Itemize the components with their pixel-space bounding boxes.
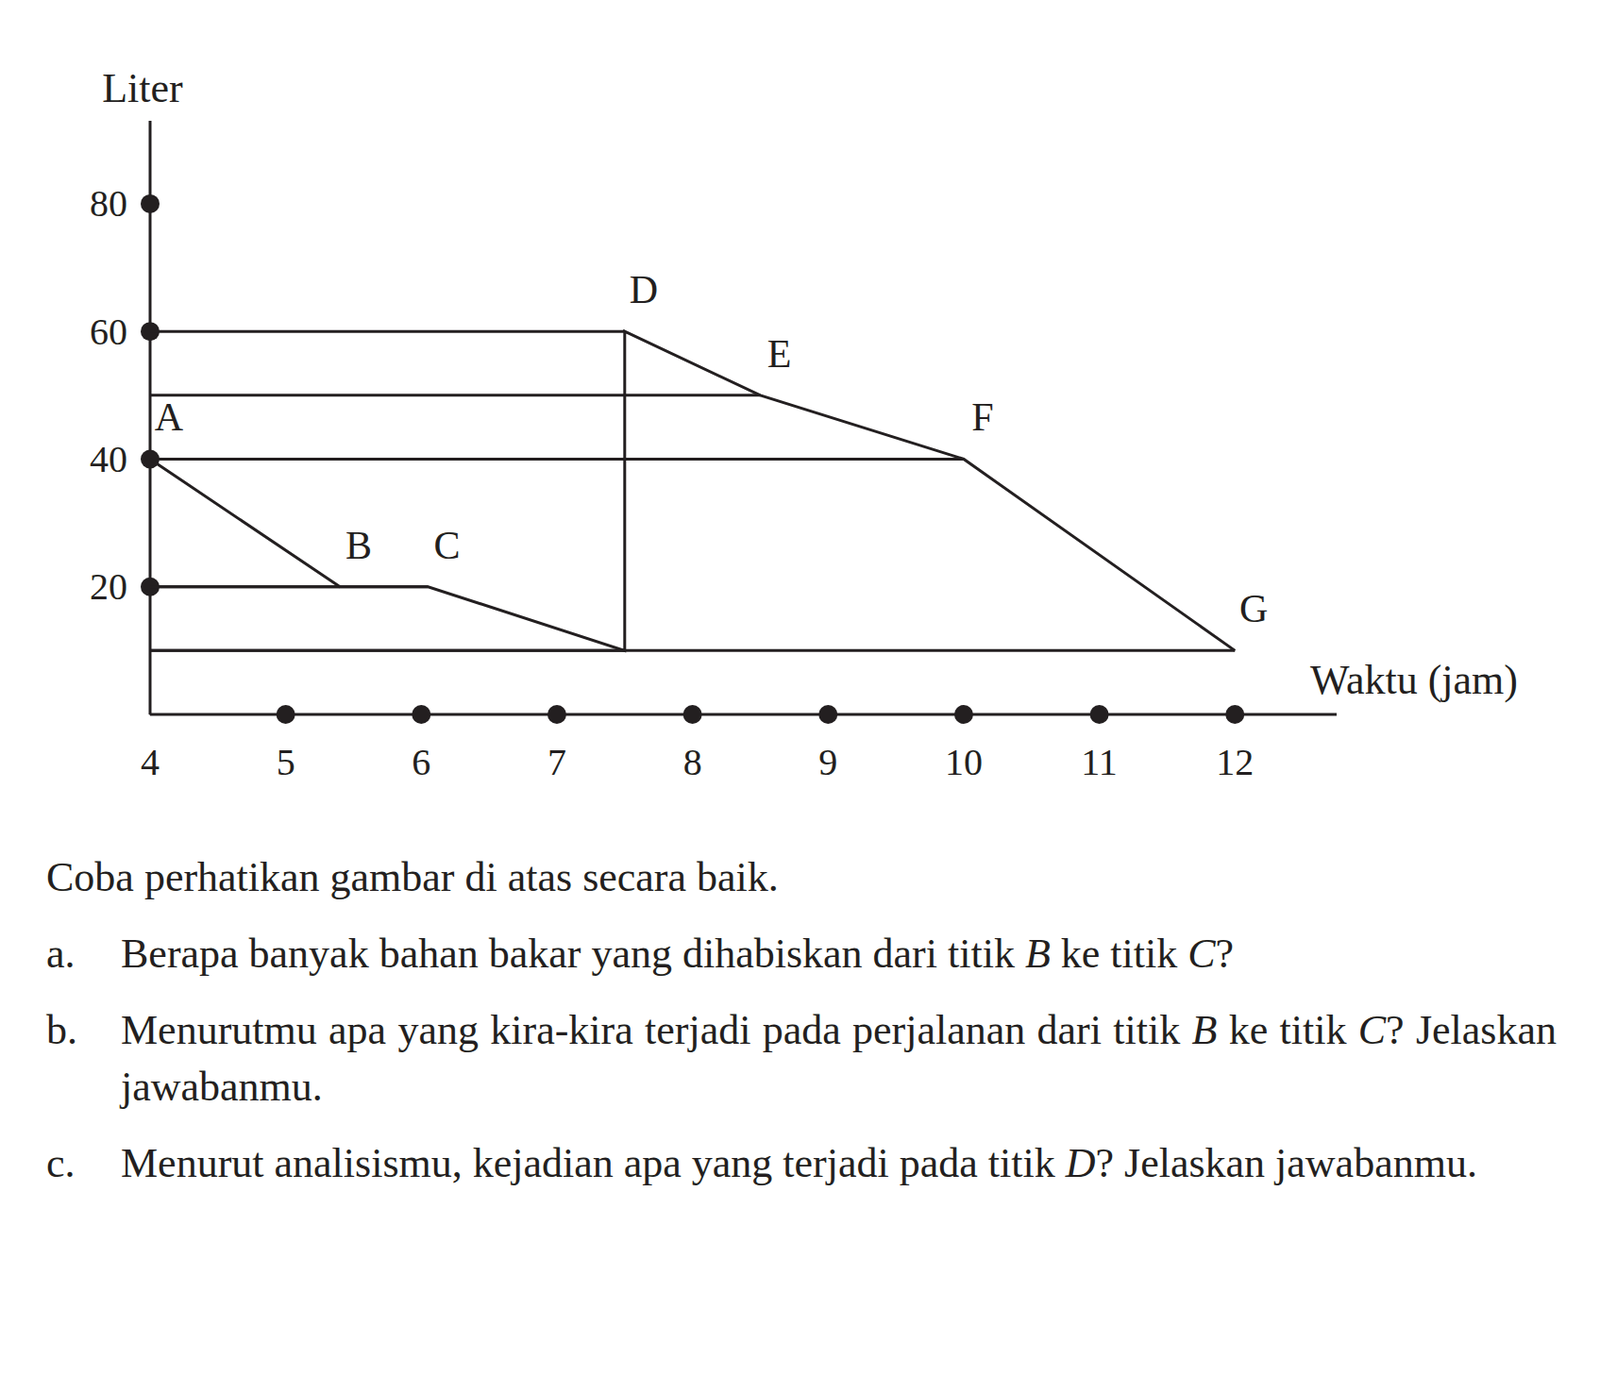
text-part: Menurut analisismu, kejadian apa yang te… bbox=[120, 1140, 1066, 1187]
text-part: ? Jelaskan jawabanmu. bbox=[1094, 1140, 1477, 1187]
point-label: C bbox=[433, 523, 460, 568]
question: c.Menurut analisismu, kejadian apa yang … bbox=[46, 1135, 1557, 1193]
x-tick bbox=[1090, 705, 1110, 725]
text-part: Berapa banyak bahan bakar yang dihabiska… bbox=[120, 930, 1026, 977]
x-tick-label: 10 bbox=[944, 741, 983, 784]
x-tick bbox=[954, 705, 974, 725]
text-part: B bbox=[1025, 930, 1051, 977]
text-part: C bbox=[1187, 930, 1215, 977]
question-text: Menurut analisismu, kejadian apa yang te… bbox=[120, 1135, 1557, 1193]
point-label: F bbox=[971, 395, 994, 439]
y-tick-label: 60 bbox=[89, 310, 128, 354]
x-tick-label: 6 bbox=[411, 741, 431, 784]
point-label: B bbox=[345, 523, 372, 568]
x-axis-label: Waktu (jam) bbox=[1310, 656, 1518, 704]
y-tick bbox=[140, 194, 160, 214]
x-tick bbox=[1225, 705, 1245, 725]
text-part: Menurutmu apa yang kira-kira terjadi pad… bbox=[120, 1007, 1193, 1054]
y-axis-label: Liter bbox=[101, 65, 184, 112]
question-label: b. bbox=[46, 1002, 121, 1116]
x-tick-label: 7 bbox=[547, 741, 567, 784]
x-tick-label: 8 bbox=[683, 741, 703, 784]
x-tick bbox=[547, 705, 567, 725]
x-axis bbox=[150, 713, 1337, 717]
drop-line bbox=[150, 649, 1235, 653]
text-part: C bbox=[1358, 1007, 1386, 1054]
x-tick-label: 5 bbox=[276, 741, 296, 784]
drop-line bbox=[150, 330, 625, 334]
y-tick-label: 20 bbox=[89, 565, 128, 608]
x-tick bbox=[276, 705, 296, 725]
question-label: c. bbox=[46, 1135, 121, 1193]
question: a.Berapa banyak bahan bakar yang dihabis… bbox=[46, 926, 1557, 983]
question-text: Menurutmu apa yang kira-kira terjadi pad… bbox=[120, 1002, 1557, 1116]
text-part: B bbox=[1192, 1007, 1218, 1054]
plot-area bbox=[150, 331, 1235, 651]
text-part: ? bbox=[1215, 930, 1235, 977]
x-tick bbox=[818, 705, 838, 725]
y-tick-label: 40 bbox=[89, 437, 128, 481]
text-part: ke titik bbox=[1050, 930, 1188, 977]
x-tick-label: 4 bbox=[140, 741, 160, 784]
fuel-line bbox=[150, 331, 1235, 651]
point-label: E bbox=[767, 332, 792, 376]
drop-line bbox=[150, 393, 760, 397]
question-text: Berapa banyak bahan bakar yang dihabiska… bbox=[120, 926, 1557, 983]
point-label: D bbox=[629, 268, 658, 312]
text-part: D bbox=[1065, 1140, 1096, 1187]
point-label: A bbox=[154, 395, 185, 439]
x-tick bbox=[683, 705, 703, 725]
question-label: a. bbox=[46, 926, 121, 983]
y-tick-label: 80 bbox=[89, 182, 128, 225]
x-tick-label: 11 bbox=[1080, 741, 1118, 784]
question: b.Menurutmu apa yang kira-kira terjadi p… bbox=[46, 1002, 1557, 1116]
intro-text: Coba perhatikan gambar di atas secara ba… bbox=[46, 849, 1557, 907]
chart: 20 40 60 80 4 5 6 7 8 9 10 11 12 Liter Waktu (jam) A B C D… bbox=[0, 0, 1600, 831]
drop-line bbox=[150, 457, 964, 461]
x-tick bbox=[411, 705, 431, 725]
point-label: G bbox=[1239, 587, 1268, 631]
x-tick-label: 9 bbox=[818, 741, 838, 784]
x-tick bbox=[150, 714, 152, 716]
text-part: ke titik bbox=[1216, 1007, 1358, 1054]
x-tick-label: 12 bbox=[1215, 741, 1254, 784]
questions: Coba perhatikan gambar di atas secara ba… bbox=[46, 849, 1557, 1193]
